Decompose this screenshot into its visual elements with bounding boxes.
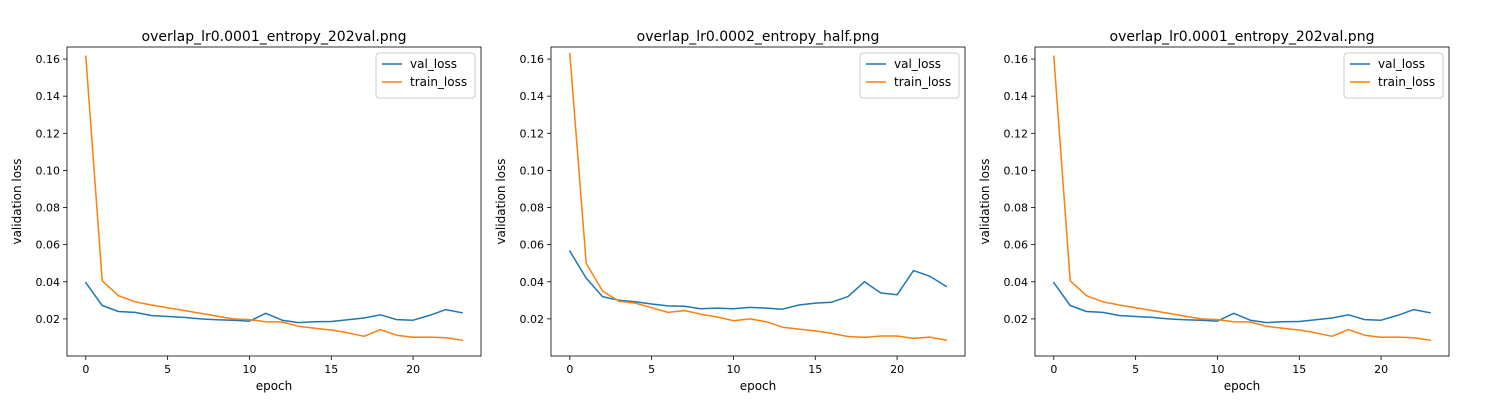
y-tick-label: 0.06 xyxy=(520,239,545,252)
series-line-train-loss xyxy=(568,52,948,342)
y-tick-label: 0.12 xyxy=(520,127,545,140)
y-tick-label: 0.14 xyxy=(36,90,61,103)
y-tick-label: 0.10 xyxy=(520,164,545,177)
x-tick-label: 5 xyxy=(1132,363,1139,376)
x-tick-label: 0 xyxy=(566,363,573,376)
series-line-train-loss xyxy=(84,55,464,342)
chart-panel-2: overlap_lr0.0002_entropy_half.png 0 5 10 15 2… xyxy=(494,29,966,393)
x-axis-label: epoch xyxy=(1224,379,1261,393)
legend: val_loss train_loss xyxy=(859,52,960,99)
y-tick-label: 0.14 xyxy=(520,90,545,103)
y-tick-label: 0.08 xyxy=(520,202,545,215)
y-tick-label: 0.16 xyxy=(1004,53,1029,66)
x-tick-label: 10 xyxy=(242,363,256,376)
legend-label-train-loss: train_loss xyxy=(894,75,951,89)
axes-frame xyxy=(550,46,966,357)
y-tick-label: 0.14 xyxy=(1004,90,1029,103)
x-axis-label: epoch xyxy=(256,379,293,393)
series-line-val-loss xyxy=(568,250,948,310)
y-tick-label: 0.16 xyxy=(36,53,61,66)
chart-panel-3: overlap_lr0.0001_entropy_202val.png 0 5 10 1… xyxy=(978,29,1450,393)
y-tick-label: 0.10 xyxy=(36,164,61,177)
y-tick-label: 0.02 xyxy=(520,313,545,326)
y-tick-label: 0.16 xyxy=(520,53,545,66)
x-tick-label: 10 xyxy=(1210,363,1224,376)
legend-label-val-loss: val_loss xyxy=(894,57,941,71)
y-axis-label: validation loss xyxy=(10,158,24,244)
y-tick-label: 0.08 xyxy=(36,202,61,215)
series-line-val-loss xyxy=(1052,281,1432,324)
x-tick-label: 15 xyxy=(808,363,822,376)
x-tick-label: 20 xyxy=(1374,363,1388,376)
y-axis-label: validation loss xyxy=(978,158,992,244)
chart-title: overlap_lr0.0001_entropy_202val.png xyxy=(142,29,407,45)
series-line-val-loss xyxy=(84,281,464,324)
legend-label-val-loss: val_loss xyxy=(410,57,457,71)
legend-label-train-loss: train_loss xyxy=(410,75,467,89)
y-tick-label: 0.02 xyxy=(1004,313,1029,326)
y-tick-label: 0.02 xyxy=(36,313,61,326)
x-tick-label: 5 xyxy=(648,363,655,376)
x-tick-label: 0 xyxy=(82,363,89,376)
y-tick-label: 0.06 xyxy=(36,239,61,252)
y-tick-label: 0.08 xyxy=(1004,202,1029,215)
y-axis-label: validation loss xyxy=(494,158,508,244)
chart-panel-1: overlap_lr0.0001_entropy_202val.png 0 5 10 1… xyxy=(10,29,482,393)
x-tick-label: 0 xyxy=(1050,363,1057,376)
x-tick-label: 5 xyxy=(164,363,171,376)
chart-title: overlap_lr0.0001_entropy_202val.png xyxy=(1110,29,1375,45)
x-tick-label: 10 xyxy=(726,363,740,376)
axes-frame xyxy=(1034,46,1450,357)
y-tick-label: 0.12 xyxy=(36,127,61,140)
y-tick-label: 0.06 xyxy=(1004,239,1029,252)
x-tick-label: 15 xyxy=(324,363,338,376)
legend-label-train-loss: train_loss xyxy=(1378,75,1435,89)
legend: val_loss train_loss xyxy=(1343,52,1444,99)
x-tick-label: 20 xyxy=(406,363,420,376)
legend-label-val-loss: val_loss xyxy=(1378,57,1425,71)
chart-title: overlap_lr0.0002_entropy_half.png xyxy=(637,29,880,45)
x-tick-label: 15 xyxy=(1292,363,1306,376)
x-axis-label: epoch xyxy=(740,379,777,393)
y-tick-label: 0.04 xyxy=(520,276,545,289)
y-tick-label: 0.10 xyxy=(1004,164,1029,177)
legend: val_loss train_loss xyxy=(375,52,476,99)
axes-frame xyxy=(66,46,482,357)
x-tick-label: 20 xyxy=(890,363,904,376)
series-line-train-loss xyxy=(1052,55,1432,342)
y-tick-label: 0.04 xyxy=(36,276,61,289)
y-tick-label: 0.12 xyxy=(1004,127,1029,140)
y-tick-label: 0.04 xyxy=(1004,276,1029,289)
